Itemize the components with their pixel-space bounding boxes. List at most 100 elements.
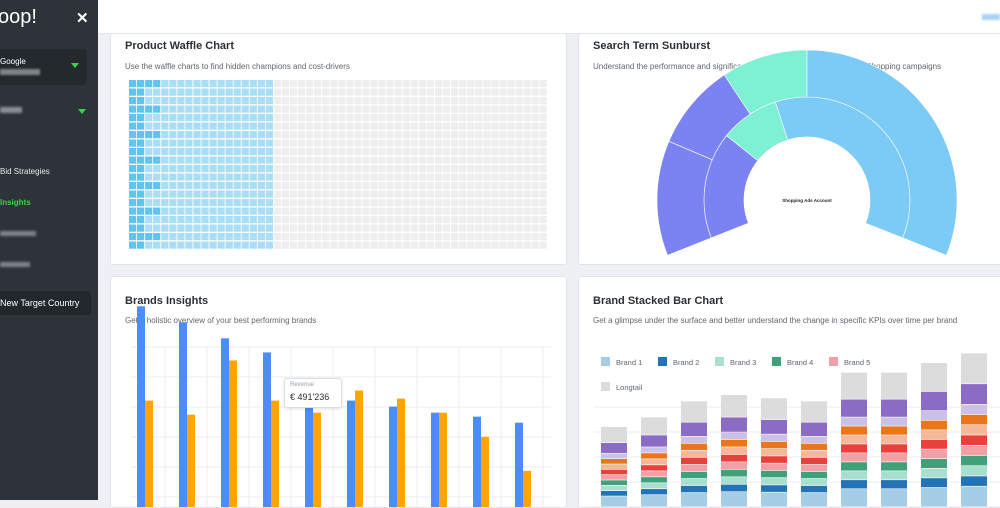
nav-item-blurred[interactable] — [0, 231, 36, 236]
waffle-cell — [217, 216, 225, 224]
waffle-cell — [362, 224, 370, 232]
waffle-cell — [193, 105, 201, 113]
waffle-cell — [451, 216, 459, 224]
waffle-cell — [233, 139, 241, 147]
waffle-cell — [491, 139, 499, 147]
waffle-cell — [370, 216, 378, 224]
waffle-cell — [378, 190, 386, 198]
waffle-cell — [451, 139, 459, 147]
legend-swatch — [829, 357, 838, 366]
stacked-bar-segment — [841, 453, 867, 462]
sidebar: oop! ✕ Google Bid Strategies Insights Ne… — [0, 0, 98, 500]
waffle-cell — [354, 122, 362, 130]
waffle-cell — [338, 224, 346, 232]
waffle-cell — [217, 241, 225, 249]
waffle-cell — [314, 122, 322, 130]
waffle-cell — [185, 148, 193, 156]
waffle-cell — [145, 148, 153, 156]
stacked-bar-segment — [641, 483, 667, 489]
waffle-cell — [338, 122, 346, 130]
user-avatar[interactable] — [982, 14, 1000, 20]
waffle-cell — [442, 105, 451, 113]
nav-item-blurred[interactable] — [0, 262, 30, 267]
waffle-cell — [201, 97, 209, 105]
bar — [221, 338, 229, 507]
waffle-cell — [531, 190, 539, 198]
waffle-cell — [515, 105, 523, 113]
waffle-cell — [298, 207, 306, 215]
waffle-cell — [467, 216, 475, 224]
waffle-cell — [426, 97, 434, 105]
waffle-cell — [507, 156, 515, 164]
nav-item-insights[interactable]: Insights — [0, 198, 31, 207]
nav-item-bid-strategies[interactable]: Bid Strategies — [0, 167, 50, 176]
waffle-cell — [386, 97, 394, 105]
waffle-cell — [129, 88, 137, 96]
waffle-cell — [217, 114, 225, 122]
waffle-cell — [418, 88, 426, 96]
waffle-cell — [249, 97, 257, 105]
waffle-cell — [515, 139, 523, 147]
stacked-bar-segment — [721, 477, 747, 484]
sunburst-center-label: Shopping Ads Account — [782, 198, 832, 203]
waffle-cell — [257, 114, 265, 122]
waffle-cell — [378, 241, 386, 249]
stacked-bar-segment — [921, 487, 947, 507]
waffle-cell — [426, 148, 434, 156]
waffle-cell — [451, 207, 459, 215]
waffle-cell — [459, 182, 467, 190]
waffle-cell — [330, 148, 338, 156]
waffle-cell — [539, 241, 547, 249]
waffle-cell — [531, 105, 539, 113]
waffle-cell — [209, 199, 217, 207]
waffle-cell — [265, 131, 273, 139]
waffle-cell — [475, 199, 483, 207]
waffle-cell — [249, 241, 257, 249]
waffle-cell — [523, 165, 531, 173]
waffle-cell — [531, 207, 539, 215]
stacked-bar-segment — [761, 485, 787, 492]
waffle-cell — [459, 148, 467, 156]
stacked-bar-segment — [921, 478, 947, 488]
waffle-cell — [153, 173, 161, 181]
chevron-down-icon[interactable] — [78, 109, 86, 114]
waffle-cell — [257, 105, 265, 113]
waffle-cell — [434, 224, 443, 232]
waffle-cell — [257, 199, 265, 207]
close-icon[interactable]: ✕ — [76, 10, 89, 27]
waffle-cell — [257, 156, 265, 164]
waffle-cell — [426, 216, 434, 224]
waffle-cell — [483, 165, 491, 173]
waffle-cell — [161, 199, 169, 207]
waffle-cell — [515, 216, 523, 224]
waffle-cell — [499, 131, 507, 139]
stacked-bar-segment — [921, 430, 947, 440]
waffle-cell — [249, 156, 257, 164]
waffle-cell — [330, 165, 338, 173]
waffle-cell — [418, 216, 426, 224]
waffle-cell — [330, 114, 338, 122]
waffle-cell — [394, 114, 402, 122]
waffle-cell — [249, 131, 257, 139]
waffle-cell — [241, 165, 249, 173]
waffle-cell — [410, 199, 418, 207]
waffle-cell — [330, 97, 338, 105]
waffle-cell — [539, 173, 547, 181]
waffle-cell — [161, 207, 169, 215]
waffle-cell — [475, 131, 483, 139]
waffle-cell — [225, 80, 233, 88]
waffle-cell — [225, 88, 233, 96]
waffle-cell — [483, 190, 491, 198]
waffle-cell — [306, 182, 314, 190]
waffle-cell — [531, 173, 539, 181]
waffle-cell — [217, 148, 225, 156]
waffle-cell — [523, 173, 531, 181]
waffle-cell — [483, 207, 491, 215]
waffle-cell — [370, 80, 378, 88]
new-target-country-button[interactable]: New Target Country — [0, 291, 91, 315]
waffle-cell — [129, 139, 137, 147]
waffle-cell — [161, 105, 169, 113]
waffle-cell — [499, 216, 507, 224]
waffle-cell — [177, 131, 185, 139]
account-selector[interactable]: Google — [0, 49, 87, 85]
